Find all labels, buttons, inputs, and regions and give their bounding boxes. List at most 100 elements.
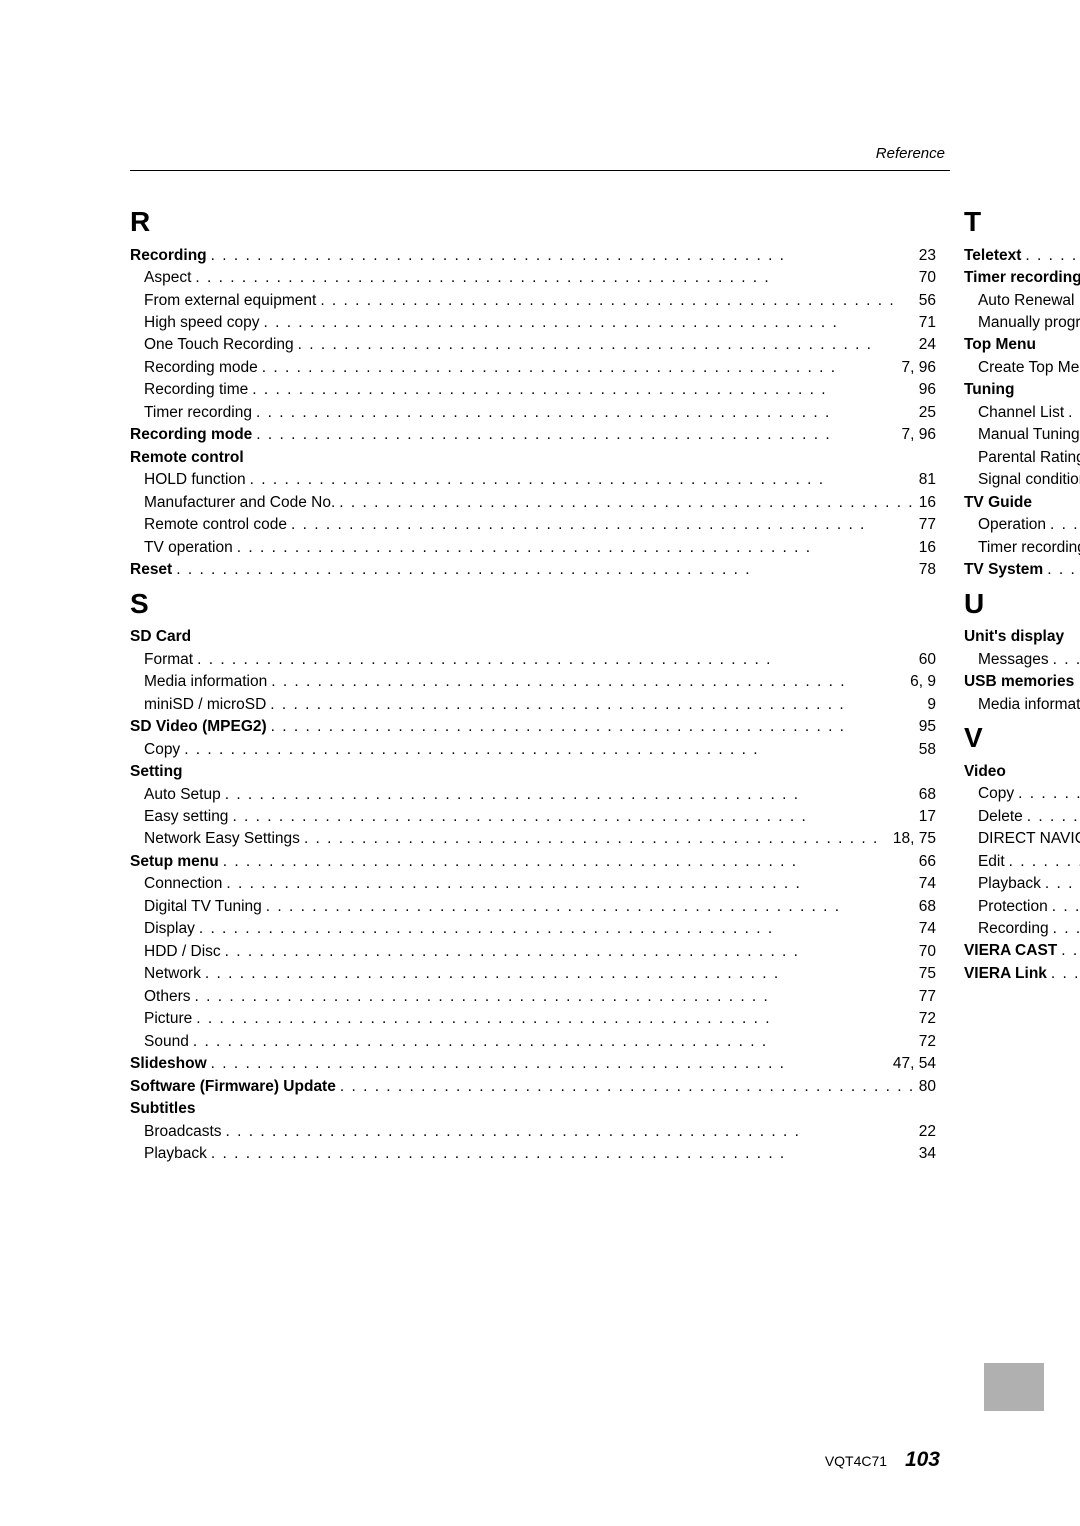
index-entry: One Touch Recording . . . . . . . . . . … [130, 334, 936, 356]
entry-pages: 25 [919, 402, 936, 424]
index-entry: Aspect . . . . . . . . . . . . . . . . .… [130, 267, 936, 289]
index-entry: Slideshow . . . . . . . . . . . . . . . … [130, 1053, 936, 1075]
entry-label: Edit [978, 851, 1005, 873]
entry-label: Copy [144, 739, 180, 761]
index-entry: Signal condition . . . . . . . . . . . .… [964, 469, 1080, 491]
section-letter: V [964, 718, 1080, 759]
dot-leader: . . . . . . . . . . . . . . . . . . . . … [1061, 940, 1080, 962]
entry-label: Auto Setup [144, 784, 221, 806]
index-entry: SD Video (MPEG2) . . . . . . . . . . . .… [130, 716, 936, 738]
dot-leader: . . . . . . . . . . . . . . . . . . . . … [339, 492, 914, 514]
entry-pages: 77 [919, 986, 936, 1008]
index-entry: Timer recording . . . . . . . . . . . . … [964, 537, 1080, 559]
index-entry: Playback . . . . . . . . . . . . . . . .… [130, 1143, 936, 1165]
index-heading: USB memories [964, 671, 1080, 693]
index-entry: Network . . . . . . . . . . . . . . . . … [130, 963, 936, 985]
entry-pages: 7, 96 [901, 424, 935, 446]
entry-label: DIRECT NAVIGATOR [978, 828, 1080, 850]
index-entry: Manufacturer and Code No. . . . . . . . … [130, 492, 936, 514]
entry-label: Connection [144, 873, 222, 895]
entry-label: One Touch Recording [144, 334, 294, 356]
dot-leader: . . . . . . . . . . . . . . . . . . . . … [225, 941, 915, 963]
index-heading: Tuning [964, 379, 1080, 401]
index-entry: Teletext . . . . . . . . . . . . . . . .… [964, 245, 1080, 267]
entry-pages: 78 [919, 559, 936, 581]
dot-leader: . . . . . . . . . . . . . . . . . . . . … [270, 694, 923, 716]
right-column: TTeletext . . . . . . . . . . . . . . . … [964, 200, 1080, 1165]
entry-label: Playback [978, 873, 1041, 895]
index-entry: Easy setting . . . . . . . . . . . . . .… [130, 806, 936, 828]
page-number: 103 [905, 1448, 940, 1471]
entry-label: Recording mode [130, 424, 252, 446]
entry-label: Delete [978, 806, 1023, 828]
index-heading: Unit's display [964, 626, 1080, 648]
dot-leader: . . . . . . . . . . . . . . . . . . . . … [1018, 783, 1080, 805]
index-entry: High speed copy . . . . . . . . . . . . … [130, 312, 936, 334]
entry-pages: 58 [919, 739, 936, 761]
index-entry: Remote control code . . . . . . . . . . … [130, 514, 936, 536]
entry-label: Format [144, 649, 193, 671]
section-letter: R [130, 202, 936, 243]
dot-leader: . . . . . . . . . . . . . . . . . . . . … [176, 559, 914, 581]
index-entry: Auto Setup . . . . . . . . . . . . . . .… [130, 784, 936, 806]
entry-label: TV operation [144, 537, 233, 559]
entry-label: Reset [130, 559, 172, 581]
index-heading: Subtitles [130, 1098, 936, 1120]
entry-label: Manual Tuning [978, 424, 1080, 446]
index-entry: Operation . . . . . . . . . . . . . . . … [964, 514, 1080, 536]
entry-label: Teletext [964, 245, 1021, 267]
index-entry: Auto Renewal Recording . . . . . . . . .… [964, 290, 1080, 312]
dot-leader: . . . . . . . . . . . . . . . . . . . . … [1051, 963, 1080, 985]
index-entry: Parental Rating . . . . . . . . . . . . … [964, 447, 1080, 469]
index-columns: RRecording . . . . . . . . . . . . . . .… [130, 200, 960, 1165]
header-section: Reference [876, 145, 945, 162]
entry-label: Media information [144, 671, 267, 693]
index-page: RRecording . . . . . . . . . . . . . . .… [0, 0, 1080, 1165]
index-entry: Reset . . . . . . . . . . . . . . . . . … [130, 559, 936, 581]
entry-pages: 17 [919, 806, 936, 828]
entry-pages: 70 [919, 267, 936, 289]
entry-pages: 96 [919, 379, 936, 401]
index-heading: Remote control [130, 447, 936, 469]
doc-code: VQT4C71 [825, 1453, 887, 1469]
dot-leader: . . . . . . . . . . . . . . . . . . . . … [266, 896, 915, 918]
index-entry: Manually programming timer recording . .… [964, 312, 1080, 334]
index-entry: Connection . . . . . . . . . . . . . . .… [130, 873, 936, 895]
entry-pages: 56 [919, 290, 936, 312]
index-entry: Manual Tuning . . . . . . . . . . . . . … [964, 424, 1080, 446]
entry-label: TV System [964, 559, 1043, 581]
entry-label: SD Video (MPEG2) [130, 716, 267, 738]
dot-leader: . . . . . . . . . . . . . . . . . . . . … [1053, 918, 1080, 940]
index-entry: Copy . . . . . . . . . . . . . . . . . .… [130, 739, 936, 761]
entry-label: Channel List [978, 402, 1064, 424]
entry-label: Broadcasts [144, 1121, 222, 1143]
entry-pages: 68 [919, 784, 936, 806]
entry-pages: 16 [919, 537, 936, 559]
index-heading: Video [964, 761, 1080, 783]
index-entry: Messages . . . . . . . . . . . . . . . .… [964, 649, 1080, 671]
header-rule [130, 170, 950, 171]
index-entry: Edit . . . . . . . . . . . . . . . . . .… [964, 851, 1080, 873]
entry-label: HOLD function [144, 469, 246, 491]
dot-leader: . . . . . . . . . . . . . . . . . . . . … [256, 402, 915, 424]
dot-leader: . . . . . . . . . . . . . . . . . . . . … [1053, 649, 1080, 671]
entry-label: Display [144, 918, 195, 940]
entry-label: Copy [978, 783, 1014, 805]
dot-leader: . . . . . . . . . . . . . . . . . . . . … [1047, 559, 1080, 581]
entry-label: High speed copy [144, 312, 259, 334]
entry-label: Remote control code [144, 514, 287, 536]
index-entry: Picture . . . . . . . . . . . . . . . . … [130, 1008, 936, 1030]
entry-label: Messages [978, 649, 1049, 671]
index-entry: Format . . . . . . . . . . . . . . . . .… [130, 649, 936, 671]
index-entry: Recording . . . . . . . . . . . . . . . … [130, 245, 936, 267]
entry-pages: 70 [919, 941, 936, 963]
entry-pages: 74 [919, 873, 936, 895]
index-entry: Recording time . . . . . . . . . . . . .… [130, 379, 936, 401]
dot-leader: . . . . . . . . . . . . . . . . . . . . … [232, 806, 914, 828]
dot-leader: . . . . . . . . . . . . . . . . . . . . … [193, 1031, 915, 1053]
dot-leader: . . . . . . . . . . . . . . . . . . . . … [1068, 402, 1080, 424]
dot-leader: . . . . . . . . . . . . . . . . . . . . … [226, 873, 914, 895]
entry-pages: 72 [919, 1008, 936, 1030]
entry-label: Setup menu [130, 851, 219, 873]
index-entry: Setup menu . . . . . . . . . . . . . . .… [130, 851, 936, 873]
